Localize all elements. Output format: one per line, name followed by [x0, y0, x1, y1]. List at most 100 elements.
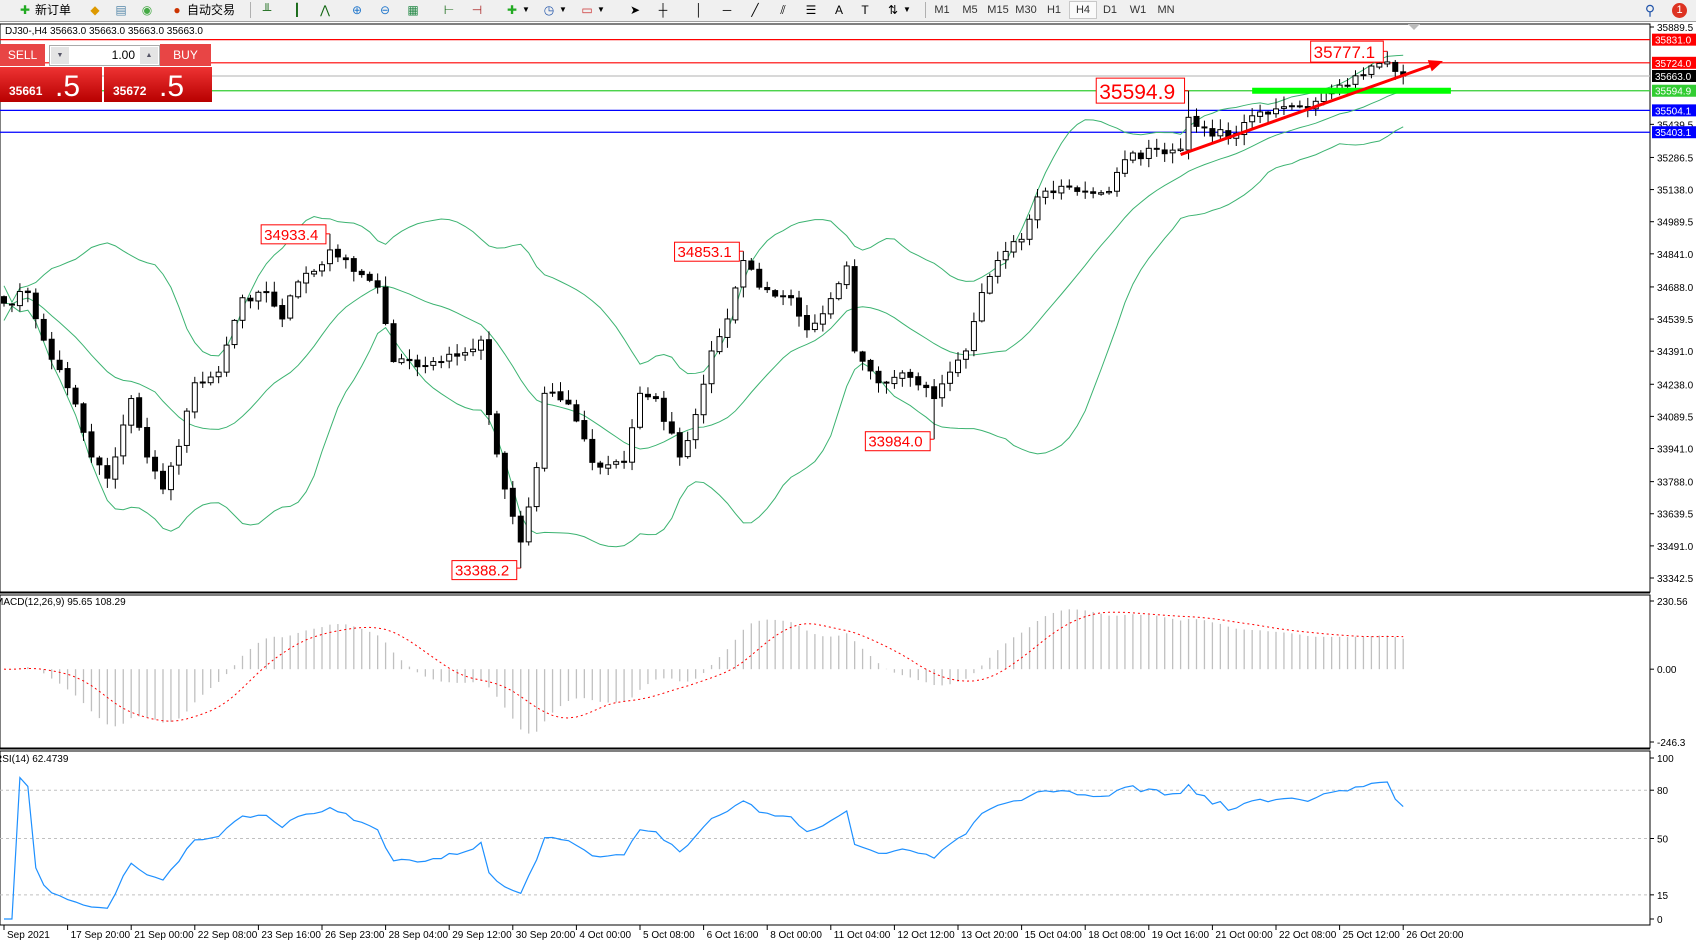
crosshair-button[interactable]: ┼	[656, 2, 670, 18]
buy-button[interactable]: BUY	[160, 44, 211, 67]
candle	[1185, 90, 1192, 160]
channel-button[interactable]: ⫽	[776, 2, 790, 18]
notifications-button[interactable]: 1	[1672, 2, 1687, 18]
timeframe-h1[interactable]: H1	[1046, 4, 1062, 16]
notification-badge: 1	[1672, 2, 1687, 18]
lot-size-value: 1.00	[111, 48, 135, 62]
candle	[406, 349, 413, 370]
candle	[112, 447, 119, 489]
candle-body	[803, 315, 810, 331]
new-order-button[interactable]: ✚ 新订单	[18, 2, 71, 18]
candle-body	[167, 465, 174, 491]
candle	[1121, 150, 1128, 178]
candle	[644, 387, 651, 401]
candle-body	[398, 358, 405, 364]
cursor-button[interactable]: ➤	[628, 2, 642, 18]
signals-button[interactable]: ◉	[140, 2, 154, 18]
buy-price-button[interactable]: 35672 .5	[104, 67, 212, 103]
candle-body	[1106, 191, 1113, 194]
timeframe-w1[interactable]: W1	[1129, 4, 1147, 16]
candle	[962, 348, 969, 369]
periods-button[interactable]: ◷ ▼	[543, 3, 567, 17]
arrows-button[interactable]: ⇅ ▼	[887, 3, 911, 17]
timeframe-m15[interactable]: M15	[987, 4, 1009, 16]
sell-price-button[interactable]: 35661 .5	[0, 67, 102, 103]
text-label-button[interactable]: T	[858, 2, 872, 18]
candle-body	[1360, 74, 1367, 77]
toolbar-divider	[250, 2, 251, 18]
market-watch-button[interactable]: ◆	[88, 2, 102, 18]
bar-chart-button[interactable]: ╨	[260, 2, 274, 18]
trendline-button[interactable]: ╱	[748, 2, 762, 18]
text-button[interactable]: A	[832, 2, 846, 18]
candle	[811, 314, 818, 333]
candle-body	[581, 420, 588, 440]
horizontal-line-button[interactable]: ─	[720, 2, 734, 18]
candle-body	[223, 344, 230, 373]
indicators-button[interactable]: ✚ ▼	[506, 3, 530, 17]
sell-button[interactable]: SELL	[0, 44, 45, 67]
chart-header: DJ30-,H4 35663.0 35663.0 35663.0 35663.0	[5, 26, 203, 37]
vertical-line-button[interactable]: │	[692, 2, 706, 18]
candle	[1217, 119, 1224, 140]
candle	[875, 366, 882, 393]
candle-body	[303, 272, 310, 284]
timeframe-m30[interactable]: M30	[1015, 4, 1037, 16]
candle-body	[1082, 190, 1089, 193]
horizontal-line-icon: ─	[722, 3, 732, 17]
candle	[295, 279, 302, 299]
line-chart-button[interactable]: ⋀	[318, 2, 332, 18]
auto-trading-button[interactable]: ● 自动交易	[170, 2, 235, 18]
fibonacci-button[interactable]: ☰	[804, 2, 818, 18]
rsi-tick-label: 0	[1657, 915, 1663, 926]
templates-button[interactable]: ▭ ▼	[581, 3, 605, 17]
candle	[613, 459, 620, 469]
timeframe-mn[interactable]: MN	[1157, 4, 1175, 16]
candle-body	[1185, 116, 1192, 151]
timeframe-m5[interactable]: M5	[962, 4, 978, 16]
candle	[780, 290, 787, 306]
lot-decrease-button[interactable]: ▼	[51, 47, 69, 64]
zoom-out-button[interactable]: ⊖	[378, 2, 392, 18]
search-button[interactable]: ⚲	[1643, 2, 1657, 18]
candle	[40, 313, 47, 342]
timeframe-d1[interactable]: D1	[1102, 4, 1118, 16]
candle-chart-button[interactable]: ┃	[290, 2, 304, 18]
candle-body	[183, 410, 190, 446]
price-label-box	[1310, 40, 1384, 63]
navigator-button[interactable]: ▤	[114, 2, 128, 18]
chart-shift-button[interactable]: ⊣	[470, 2, 484, 18]
candle	[152, 450, 159, 480]
sell-price-pip: .5	[55, 70, 81, 103]
candle	[637, 386, 643, 430]
timeframe-h4[interactable]: H4	[1069, 1, 1097, 19]
candle	[223, 336, 230, 377]
candle	[676, 427, 683, 466]
zoom-in-button[interactable]: ⊕	[350, 2, 364, 18]
macd-axis: 230.56 0.00 -246.3	[1650, 597, 1688, 749]
price-line-badge-label: 35724.0	[1655, 59, 1692, 70]
price-label-box	[674, 241, 740, 262]
candle-body	[390, 323, 397, 363]
candle	[597, 460, 604, 475]
tile-windows-button[interactable]: ▦	[406, 2, 420, 18]
time-tick-label: 26 Oct 20:00	[1406, 930, 1464, 941]
lot-size-input[interactable]: ▼ 1.00 ▲	[49, 45, 160, 66]
candle-body	[1066, 185, 1073, 188]
candle-body	[811, 322, 818, 331]
candle	[843, 261, 850, 290]
candle	[1177, 138, 1184, 153]
signal-icon: ◉	[141, 3, 153, 17]
candle-body	[819, 313, 826, 325]
candle	[334, 244, 341, 263]
lot-increase-button[interactable]: ▲	[140, 47, 158, 64]
candle	[271, 281, 278, 308]
candle	[136, 392, 143, 431]
candle	[803, 305, 810, 338]
toolbar: ✚ 新订单 ◆ ▤ ◉ ● 自动交易 ╨ ┃ ⋀ ⊕ ⊖ ▦ ⊢ ⊣ ✚ ▼ ◷ ▼…	[0, 0, 1696, 22]
candle-body	[525, 506, 532, 543]
candle	[724, 308, 731, 348]
autoscroll-button[interactable]: ⊢	[442, 2, 456, 18]
timeframe-m1[interactable]: M1	[934, 4, 950, 16]
